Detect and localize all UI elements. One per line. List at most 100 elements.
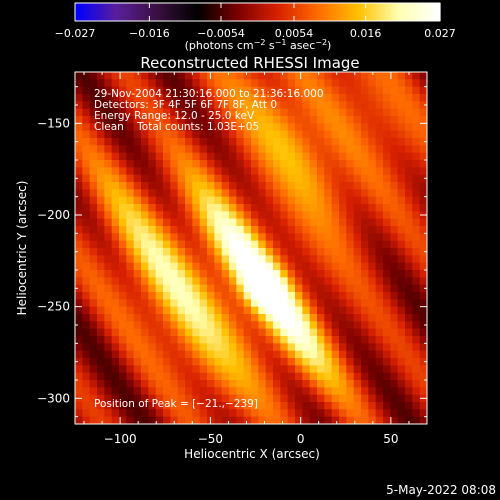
heatmap-cell — [111, 255, 120, 264]
heatmap-cell — [89, 328, 98, 337]
heatmap-cell — [390, 79, 399, 88]
heatmap-cell — [346, 372, 355, 381]
heatmap-cell — [177, 94, 186, 102]
heatmap-cell — [309, 145, 318, 154]
heatmap-cell — [163, 358, 171, 366]
peak-position-label: Position of Peak = [−21.,−239] — [94, 398, 258, 410]
heatmap-cell — [397, 248, 406, 256]
heatmap-cell — [199, 101, 208, 110]
heatmap-cell — [419, 226, 428, 234]
heatmap-cell — [397, 204, 406, 212]
heatmap-cell — [207, 138, 215, 146]
heatmap-cell — [97, 358, 105, 366]
heatmap-cell — [302, 248, 311, 256]
heatmap-cell — [104, 365, 113, 374]
heatmap-cell — [148, 211, 157, 220]
heatmap-cell — [258, 145, 267, 154]
colorbar-cell — [266, 3, 271, 21]
heatmap-cell — [397, 262, 406, 271]
heatmap-cell — [126, 218, 135, 227]
heatmap-cell — [133, 226, 142, 234]
heatmap-cell — [331, 292, 340, 300]
heatmap-cell — [192, 189, 201, 198]
heatmap-cell — [295, 365, 303, 374]
heatmap-cell — [317, 402, 325, 410]
heatmap-cell — [317, 145, 325, 154]
heatmap-cell — [75, 240, 83, 249]
heatmap-cell — [265, 116, 274, 124]
heatmap-cell — [405, 79, 413, 88]
heatmap-cell — [185, 116, 193, 124]
heatmap-cell — [133, 314, 142, 322]
heatmap-cell — [295, 182, 303, 190]
heatmap-cell — [126, 255, 135, 264]
heatmap-cell — [383, 328, 391, 337]
heatmap-cell — [97, 211, 105, 220]
heatmap-cell — [339, 218, 347, 227]
heatmap-cell — [317, 211, 325, 220]
heatmap-cell — [273, 262, 281, 271]
heatmap-cell — [368, 130, 377, 139]
heatmap-cell — [397, 402, 406, 410]
heatmap-cell — [199, 108, 208, 117]
heatmap-cell — [383, 394, 391, 403]
heatmap-cell — [97, 350, 105, 359]
heatmap-cell — [251, 321, 259, 330]
heatmap-cell — [368, 226, 377, 234]
heatmap-cell — [390, 211, 399, 220]
heatmap-cell — [163, 350, 171, 359]
heatmap-cell — [368, 416, 377, 425]
heatmap-cell — [75, 255, 83, 264]
heatmap-cell — [170, 343, 179, 352]
heatmap-cell — [309, 380, 318, 388]
heatmap-cell — [75, 358, 83, 366]
heatmap-cell — [331, 101, 340, 110]
heatmap-cell — [412, 343, 421, 352]
heatmap-cell — [280, 328, 289, 337]
heatmap-cell — [89, 248, 98, 256]
heatmap-cell — [170, 277, 179, 286]
heatmap-cell — [295, 218, 303, 227]
heatmap-cell — [207, 204, 215, 212]
heatmap-cell — [177, 226, 186, 234]
heatmap-cell — [148, 248, 157, 256]
heatmap-cell — [89, 277, 98, 286]
heatmap-cell — [207, 160, 215, 168]
heatmap-cell — [163, 240, 171, 249]
heatmap-cell — [390, 182, 399, 190]
heatmap-cell — [361, 72, 369, 80]
heatmap-cell — [192, 394, 201, 403]
heatmap-cell — [397, 328, 406, 337]
heatmap-cell — [185, 123, 193, 132]
heatmap-cell — [141, 314, 149, 322]
heatmap-cell — [258, 277, 267, 286]
colorbar-cell — [233, 3, 237, 21]
heatmap-cell — [214, 262, 223, 271]
heatmap-cell — [287, 101, 296, 110]
heatmap-cell — [221, 336, 230, 344]
heatmap-cell — [309, 101, 318, 110]
heatmap-cell — [295, 123, 303, 132]
heatmap-cell — [287, 292, 296, 300]
heatmap-cell — [405, 299, 413, 308]
heatmap-cell — [163, 248, 171, 256]
heatmap-cell — [221, 108, 230, 117]
heatmap-cell — [111, 233, 120, 242]
heatmap-cell — [119, 292, 127, 300]
heatmap-cell — [287, 299, 296, 308]
heatmap-cell — [133, 94, 142, 102]
colorbar-cell — [187, 3, 192, 21]
heatmap-cell — [82, 380, 91, 388]
heatmap-cell — [229, 189, 237, 198]
heatmap-cell — [265, 123, 274, 132]
colorbar-cell — [418, 3, 423, 21]
heatmap-cell — [317, 72, 325, 80]
heatmap-cell — [221, 86, 230, 95]
heatmap-cell — [221, 372, 230, 381]
heatmap-cell — [133, 350, 142, 359]
heatmap-cell — [265, 94, 274, 102]
heatmap-cell — [419, 277, 428, 286]
heatmap-cell — [258, 240, 267, 249]
heatmap-cell — [207, 394, 215, 403]
heatmap-cell — [353, 387, 362, 396]
